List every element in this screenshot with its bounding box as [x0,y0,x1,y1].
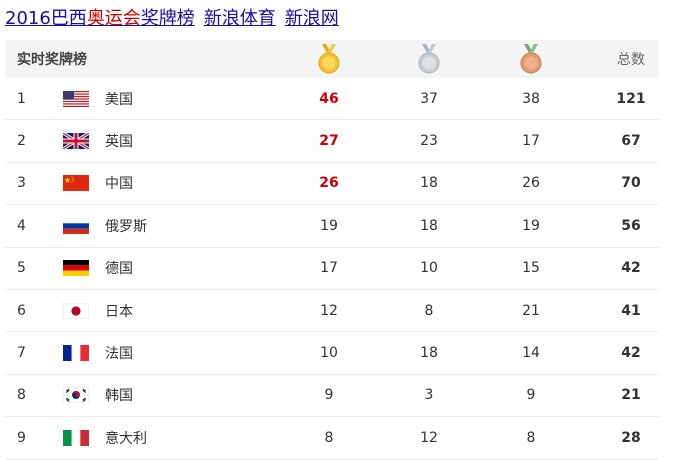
header-total: 总数 [617,52,645,68]
italy-flag-icon [63,429,89,446]
header-label: 实时奖牌榜 [17,52,87,68]
korea-flag-icon [63,387,89,404]
page-title-link[interactable]: 2016巴西奥运会奖牌榜 新浪体育 新浪网 [5,6,339,32]
gold-count: 27 [319,133,339,150]
title-part-year-location: 2016巴西 [5,8,87,29]
bronze-count: 8 [526,429,536,446]
silver-count: 10 [420,260,438,277]
rank: 8 [17,387,26,404]
total-count: 21 [621,387,641,404]
bronze-count: 38 [522,90,540,107]
silver-count: 18 [420,217,438,234]
country-name: 意大利 [105,430,147,447]
france-flag-icon [63,345,89,362]
total-count: 121 [616,90,646,107]
bronze-medal-icon [507,40,555,78]
rank: 3 [17,175,26,192]
rank: 1 [17,90,26,107]
rank: 9 [17,429,26,446]
table-row[interactable]: 4 俄罗斯 19 18 19 56 [5,205,659,248]
table-row[interactable]: 9 意大利 8 12 8 28 [5,417,659,460]
table-header: 实时奖牌榜 总数 [5,40,659,78]
bronze-count: 21 [522,302,540,319]
title-part-sina-sports: 新浪体育 [203,8,276,29]
usa-flag-icon [63,90,89,107]
table-row[interactable]: 8 韩国 9 3 9 21 [5,375,659,418]
country-name: 日本 [105,303,133,320]
country-name: 法国 [105,346,133,363]
country-name: 美国 [105,91,133,108]
silver-count: 18 [420,345,438,362]
table-row[interactable]: 1 美国 46 37 38 121 [5,78,659,121]
silver-count: 23 [420,133,438,150]
country-name: 中国 [105,176,133,193]
title-part-sina: 新浪网 [284,8,339,29]
title-part-olympics: 奥运会 [86,8,141,29]
silver-count: 12 [420,429,438,446]
country-name: 德国 [105,261,133,278]
silver-count: 8 [424,302,434,319]
bronze-count: 19 [522,217,540,234]
silver-count: 18 [420,175,438,192]
gold-count: 46 [319,90,339,107]
total-count: 42 [621,345,641,362]
rank: 5 [17,260,26,277]
gold-count: 19 [320,217,338,234]
silver-count: 3 [424,387,434,404]
title-part-medal-table: 奖牌榜 [140,8,195,29]
japan-flag-icon [63,302,89,319]
total-count: 56 [621,217,641,234]
russia-flag-icon [63,217,89,234]
medal-table: 实时奖牌榜 总数 [5,40,659,460]
china-flag-icon [63,175,89,192]
gold-count: 12 [320,302,338,319]
gold-medal-icon [305,40,353,78]
table-row[interactable]: 3 中国 26 18 26 70 [5,163,659,206]
gold-count: 9 [324,387,334,404]
rank: 7 [17,345,26,362]
bronze-count: 14 [522,345,540,362]
silver-count: 37 [420,90,438,107]
total-count: 42 [621,260,641,277]
total-count: 67 [621,133,641,150]
bronze-count: 26 [522,175,540,192]
bronze-count: 9 [526,387,536,404]
total-count: 41 [621,302,641,319]
table-row[interactable]: 2 英国 27 23 17 67 [5,120,659,163]
country-name: 英国 [105,134,133,151]
gold-count: 8 [324,429,334,446]
total-count: 70 [621,175,641,192]
table-row[interactable]: 7 法国 10 18 14 42 [5,332,659,375]
table-row[interactable]: 6 日本 12 8 21 41 [5,290,659,333]
rank: 2 [17,133,26,150]
silver-medal-icon [405,40,453,78]
rank: 6 [17,302,26,319]
total-count: 28 [621,429,641,446]
uk-flag-icon [63,133,89,150]
germany-flag-icon [63,260,89,277]
gold-count: 26 [319,175,339,192]
rank: 4 [17,217,26,234]
country-name: 韩国 [105,388,133,405]
bronze-count: 15 [522,260,540,277]
country-name: 俄罗斯 [105,218,147,235]
gold-count: 10 [320,345,338,362]
bronze-count: 17 [522,133,540,150]
gold-count: 17 [320,260,338,277]
table-row[interactable]: 5 德国 17 10 15 42 [5,248,659,290]
